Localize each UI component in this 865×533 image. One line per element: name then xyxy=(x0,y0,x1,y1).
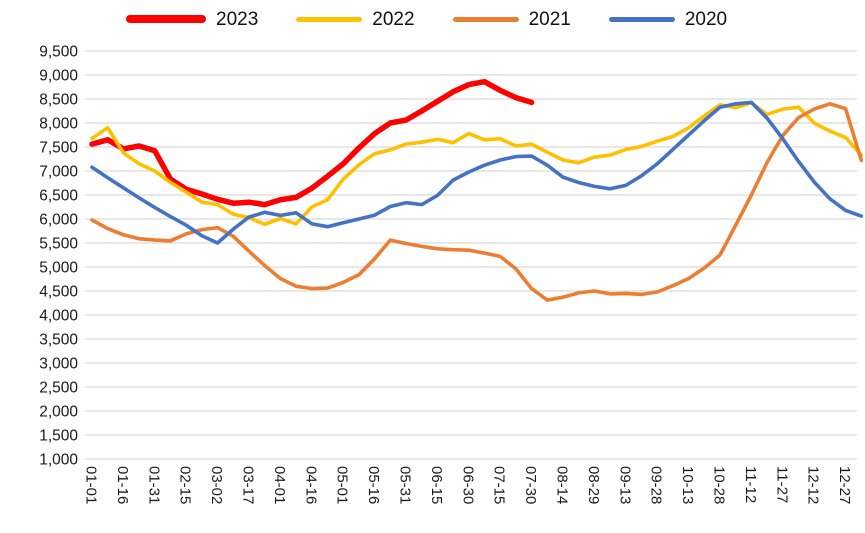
chart-legend: 2023 2022 2021 2020 xyxy=(126,4,727,34)
y-axis-label: 4,000 xyxy=(39,308,78,325)
x-axis-label: 08-14 xyxy=(554,466,571,504)
x-axis-label: 05-31 xyxy=(397,466,414,504)
x-axis-label: 05-16 xyxy=(365,466,382,504)
x-axis-label: 10-28 xyxy=(711,466,728,504)
y-axis-label: 6,500 xyxy=(39,188,78,205)
y-axis-label: 4,500 xyxy=(39,284,78,301)
legend-swatch-2022 xyxy=(296,16,363,22)
y-axis-label: 1,000 xyxy=(39,452,78,469)
series-line-2023 xyxy=(89,78,535,208)
x-axis-label: 05-01 xyxy=(334,466,351,504)
legend-swatch-2023 xyxy=(126,15,206,23)
x-axis-label: 11-12 xyxy=(742,466,759,503)
x-axis-label: 01-16 xyxy=(114,466,131,504)
legend-label-2022: 2022 xyxy=(372,8,415,30)
x-axis-label: 04-16 xyxy=(302,466,319,504)
x-axis-label: 07-30 xyxy=(522,466,539,504)
x-axis-label: 12-12 xyxy=(805,466,822,504)
x-axis-label: 01-01 xyxy=(83,466,100,504)
x-axis-label: 11-27 xyxy=(773,466,790,503)
x-axis-label: 10-13 xyxy=(679,466,696,504)
y-axis-label: 8,500 xyxy=(39,92,78,109)
x-axis-label: 06-30 xyxy=(459,466,476,504)
x-axis-label: 08-29 xyxy=(585,466,602,504)
legend-label-2020: 2020 xyxy=(684,8,728,30)
legend-item-2021: 2021 xyxy=(452,8,571,30)
x-axis-label: 07-15 xyxy=(491,466,508,504)
y-axis-label: 7,000 xyxy=(39,164,78,181)
x-axis-label: 01-31 xyxy=(145,466,162,504)
series-line-2021 xyxy=(90,102,864,302)
series-line-2020 xyxy=(90,100,864,245)
y-axis-label: 6,000 xyxy=(39,212,78,229)
x-axis-label: 12-27 xyxy=(836,466,853,504)
y-axis-label: 7,500 xyxy=(39,140,78,157)
y-axis-label: 8,000 xyxy=(39,116,78,133)
y-axis-label: 9,000 xyxy=(39,68,78,85)
legend-swatch-2020 xyxy=(608,16,675,22)
x-axis-label: 04-01 xyxy=(271,466,288,504)
legend-swatch-2021 xyxy=(452,16,519,22)
series-line-2022 xyxy=(90,101,864,227)
x-axis-label: 09-13 xyxy=(616,466,633,504)
y-axis-label: 1,500 xyxy=(39,428,78,445)
y-axis-label: 5,500 xyxy=(39,236,78,253)
legend-label-2023: 2023 xyxy=(216,8,259,30)
y-axis-label: 2,500 xyxy=(39,380,78,397)
x-axis-label: 06-15 xyxy=(428,466,445,504)
y-axis-label: 9,500 xyxy=(39,44,78,61)
x-axis-label: 02-15 xyxy=(177,466,194,504)
y-axis-label: 5,000 xyxy=(39,260,78,277)
x-axis-label: 09-28 xyxy=(648,466,665,504)
legend-item-2020: 2020 xyxy=(608,8,728,30)
x-axis-label: 03-17 xyxy=(240,466,257,504)
legend-item-2023: 2023 xyxy=(126,10,258,29)
x-axis-label: 03-02 xyxy=(208,466,225,504)
legend-label-2021: 2021 xyxy=(528,8,571,30)
y-axis-label: 3,500 xyxy=(39,332,78,349)
legend-item-2022: 2022 xyxy=(296,8,415,30)
y-axis-label: 2,000 xyxy=(39,404,78,421)
y-axis-label: 3,000 xyxy=(39,356,78,373)
